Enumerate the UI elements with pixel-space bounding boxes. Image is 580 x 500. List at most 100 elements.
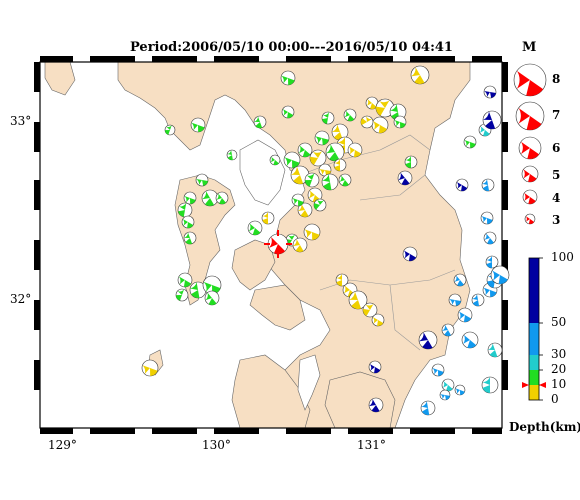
event-beachball bbox=[480, 211, 494, 225]
depth-marker-right-arrow bbox=[539, 382, 546, 388]
event-beachball bbox=[321, 173, 339, 191]
event-beachball bbox=[283, 151, 301, 169]
event-beachball bbox=[463, 135, 477, 149]
osumi-peninsula bbox=[324, 371, 396, 428]
depth-label-100: 100 bbox=[551, 250, 574, 264]
event-beachball bbox=[280, 70, 296, 86]
event-beachball bbox=[195, 173, 209, 187]
event-beachball bbox=[175, 288, 189, 302]
lat-label-33: 33° bbox=[10, 114, 32, 128]
event-beachball bbox=[141, 359, 159, 377]
event-beachball bbox=[343, 108, 357, 122]
event-beachball bbox=[368, 397, 384, 413]
goto-islands bbox=[44, 62, 76, 96]
depth-legend-title: Depth(km) bbox=[509, 420, 580, 434]
focal-mechanism-events bbox=[141, 65, 510, 416]
depth-colorbar-frame bbox=[528, 257, 540, 401]
event-beachball bbox=[183, 231, 197, 245]
event-beachball bbox=[375, 98, 395, 118]
event-beachball bbox=[371, 116, 389, 134]
magnitude-legend-ball bbox=[515, 101, 545, 131]
mag-label-5: 5 bbox=[552, 168, 561, 182]
event-beachball bbox=[281, 105, 295, 119]
event-beachball bbox=[304, 172, 320, 188]
lat-label-32: 32° bbox=[10, 292, 32, 306]
event-beachball bbox=[177, 202, 193, 218]
event-beachball bbox=[291, 193, 305, 207]
event-beachball bbox=[333, 158, 347, 172]
event-beachball bbox=[177, 272, 193, 288]
event-beachball bbox=[448, 293, 462, 307]
event-beachball bbox=[389, 103, 407, 121]
event-beachball bbox=[313, 198, 327, 212]
event-beachball bbox=[461, 331, 479, 349]
event-beachball bbox=[402, 246, 418, 262]
map-border-scale bbox=[34, 56, 508, 434]
event-beachball bbox=[253, 115, 267, 129]
lon-label-129: 129° bbox=[48, 438, 77, 452]
depth-label-30: 30 bbox=[551, 347, 567, 361]
event-beachball bbox=[439, 389, 451, 401]
event-beachball bbox=[454, 384, 466, 396]
depth-label-10: 10 bbox=[551, 377, 567, 391]
event-beachball bbox=[441, 378, 455, 392]
event-beachball bbox=[348, 290, 368, 310]
mag-label-4: 4 bbox=[552, 191, 561, 205]
event-beachball bbox=[420, 400, 436, 416]
event-beachball bbox=[410, 65, 430, 85]
magnitude-legend-ball bbox=[524, 213, 536, 225]
depth-band-10-20 bbox=[529, 370, 539, 385]
event-beachball bbox=[267, 233, 289, 255]
page-title: Period:2006/05/10 00:00---2016/05/10 04:… bbox=[130, 40, 453, 55]
event-beachball bbox=[247, 220, 263, 236]
lon-label-131: 131° bbox=[357, 438, 386, 452]
event-beachball bbox=[457, 307, 473, 323]
event-beachball bbox=[269, 154, 281, 166]
depth-band-30-50 bbox=[529, 323, 539, 355]
event-beachball bbox=[485, 255, 499, 269]
depth-band-deep bbox=[529, 258, 539, 323]
shimabara-peninsula bbox=[231, 239, 276, 291]
depth-colorbar bbox=[522, 257, 546, 401]
magnitude-legend bbox=[513, 63, 547, 225]
event-beachball bbox=[482, 110, 502, 130]
highlight-event-arrows bbox=[264, 230, 292, 258]
event-beachball bbox=[204, 290, 220, 306]
event-beachball bbox=[226, 149, 238, 161]
event-beachball bbox=[201, 189, 219, 207]
event-beachball bbox=[455, 178, 469, 192]
depth-label-50: 50 bbox=[551, 315, 567, 329]
event-beachball bbox=[362, 302, 378, 318]
event-beachball bbox=[321, 111, 335, 125]
event-beachball bbox=[418, 330, 438, 350]
event-beachball bbox=[314, 130, 330, 146]
event-beachball bbox=[309, 149, 327, 167]
event-beachball bbox=[365, 96, 379, 110]
event-beachball bbox=[471, 293, 485, 307]
event-beachball bbox=[360, 115, 374, 129]
depth-marker-left-arrow bbox=[522, 382, 529, 388]
event-beachball bbox=[481, 376, 499, 394]
depth-label-20: 20 bbox=[551, 362, 567, 376]
event-beachball bbox=[181, 215, 195, 229]
event-beachball bbox=[164, 124, 176, 136]
event-beachball bbox=[368, 360, 382, 374]
event-beachball bbox=[202, 275, 222, 295]
event-beachball bbox=[431, 363, 445, 377]
mag-label-3: 3 bbox=[552, 213, 561, 227]
event-beachball bbox=[335, 273, 349, 287]
event-beachball bbox=[490, 265, 510, 285]
event-beachball bbox=[483, 231, 497, 245]
depth-band-20-30 bbox=[529, 355, 539, 370]
event-beachball bbox=[215, 191, 229, 205]
event-beachball bbox=[338, 173, 352, 187]
event-beachball bbox=[483, 85, 497, 99]
event-beachball bbox=[297, 202, 313, 218]
lon-label-130: 130° bbox=[202, 438, 231, 452]
event-beachball bbox=[307, 187, 323, 203]
event-beachball bbox=[453, 273, 467, 287]
event-beachball bbox=[393, 115, 407, 129]
depth-band-0-10 bbox=[529, 385, 539, 400]
event-beachball bbox=[189, 281, 207, 299]
